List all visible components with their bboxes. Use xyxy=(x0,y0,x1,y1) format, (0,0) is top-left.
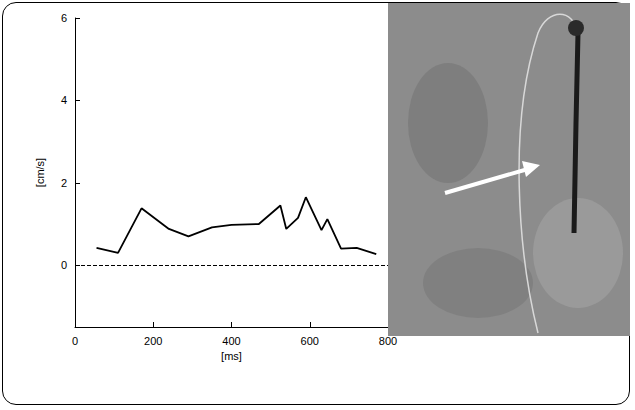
svg-text:6: 6 xyxy=(61,12,67,24)
svg-text:800: 800 xyxy=(379,335,397,347)
svg-text:0: 0 xyxy=(72,335,78,347)
svg-text:600: 600 xyxy=(301,335,319,347)
svg-text:0: 0 xyxy=(61,259,67,271)
svg-text:[cm/s]: [cm/s] xyxy=(34,158,46,187)
svg-text:200: 200 xyxy=(144,335,162,347)
svg-text:[ms]: [ms] xyxy=(221,350,242,362)
svg-text:4: 4 xyxy=(61,94,67,106)
svg-text:400: 400 xyxy=(222,335,240,347)
svg-text:2: 2 xyxy=(61,177,67,189)
